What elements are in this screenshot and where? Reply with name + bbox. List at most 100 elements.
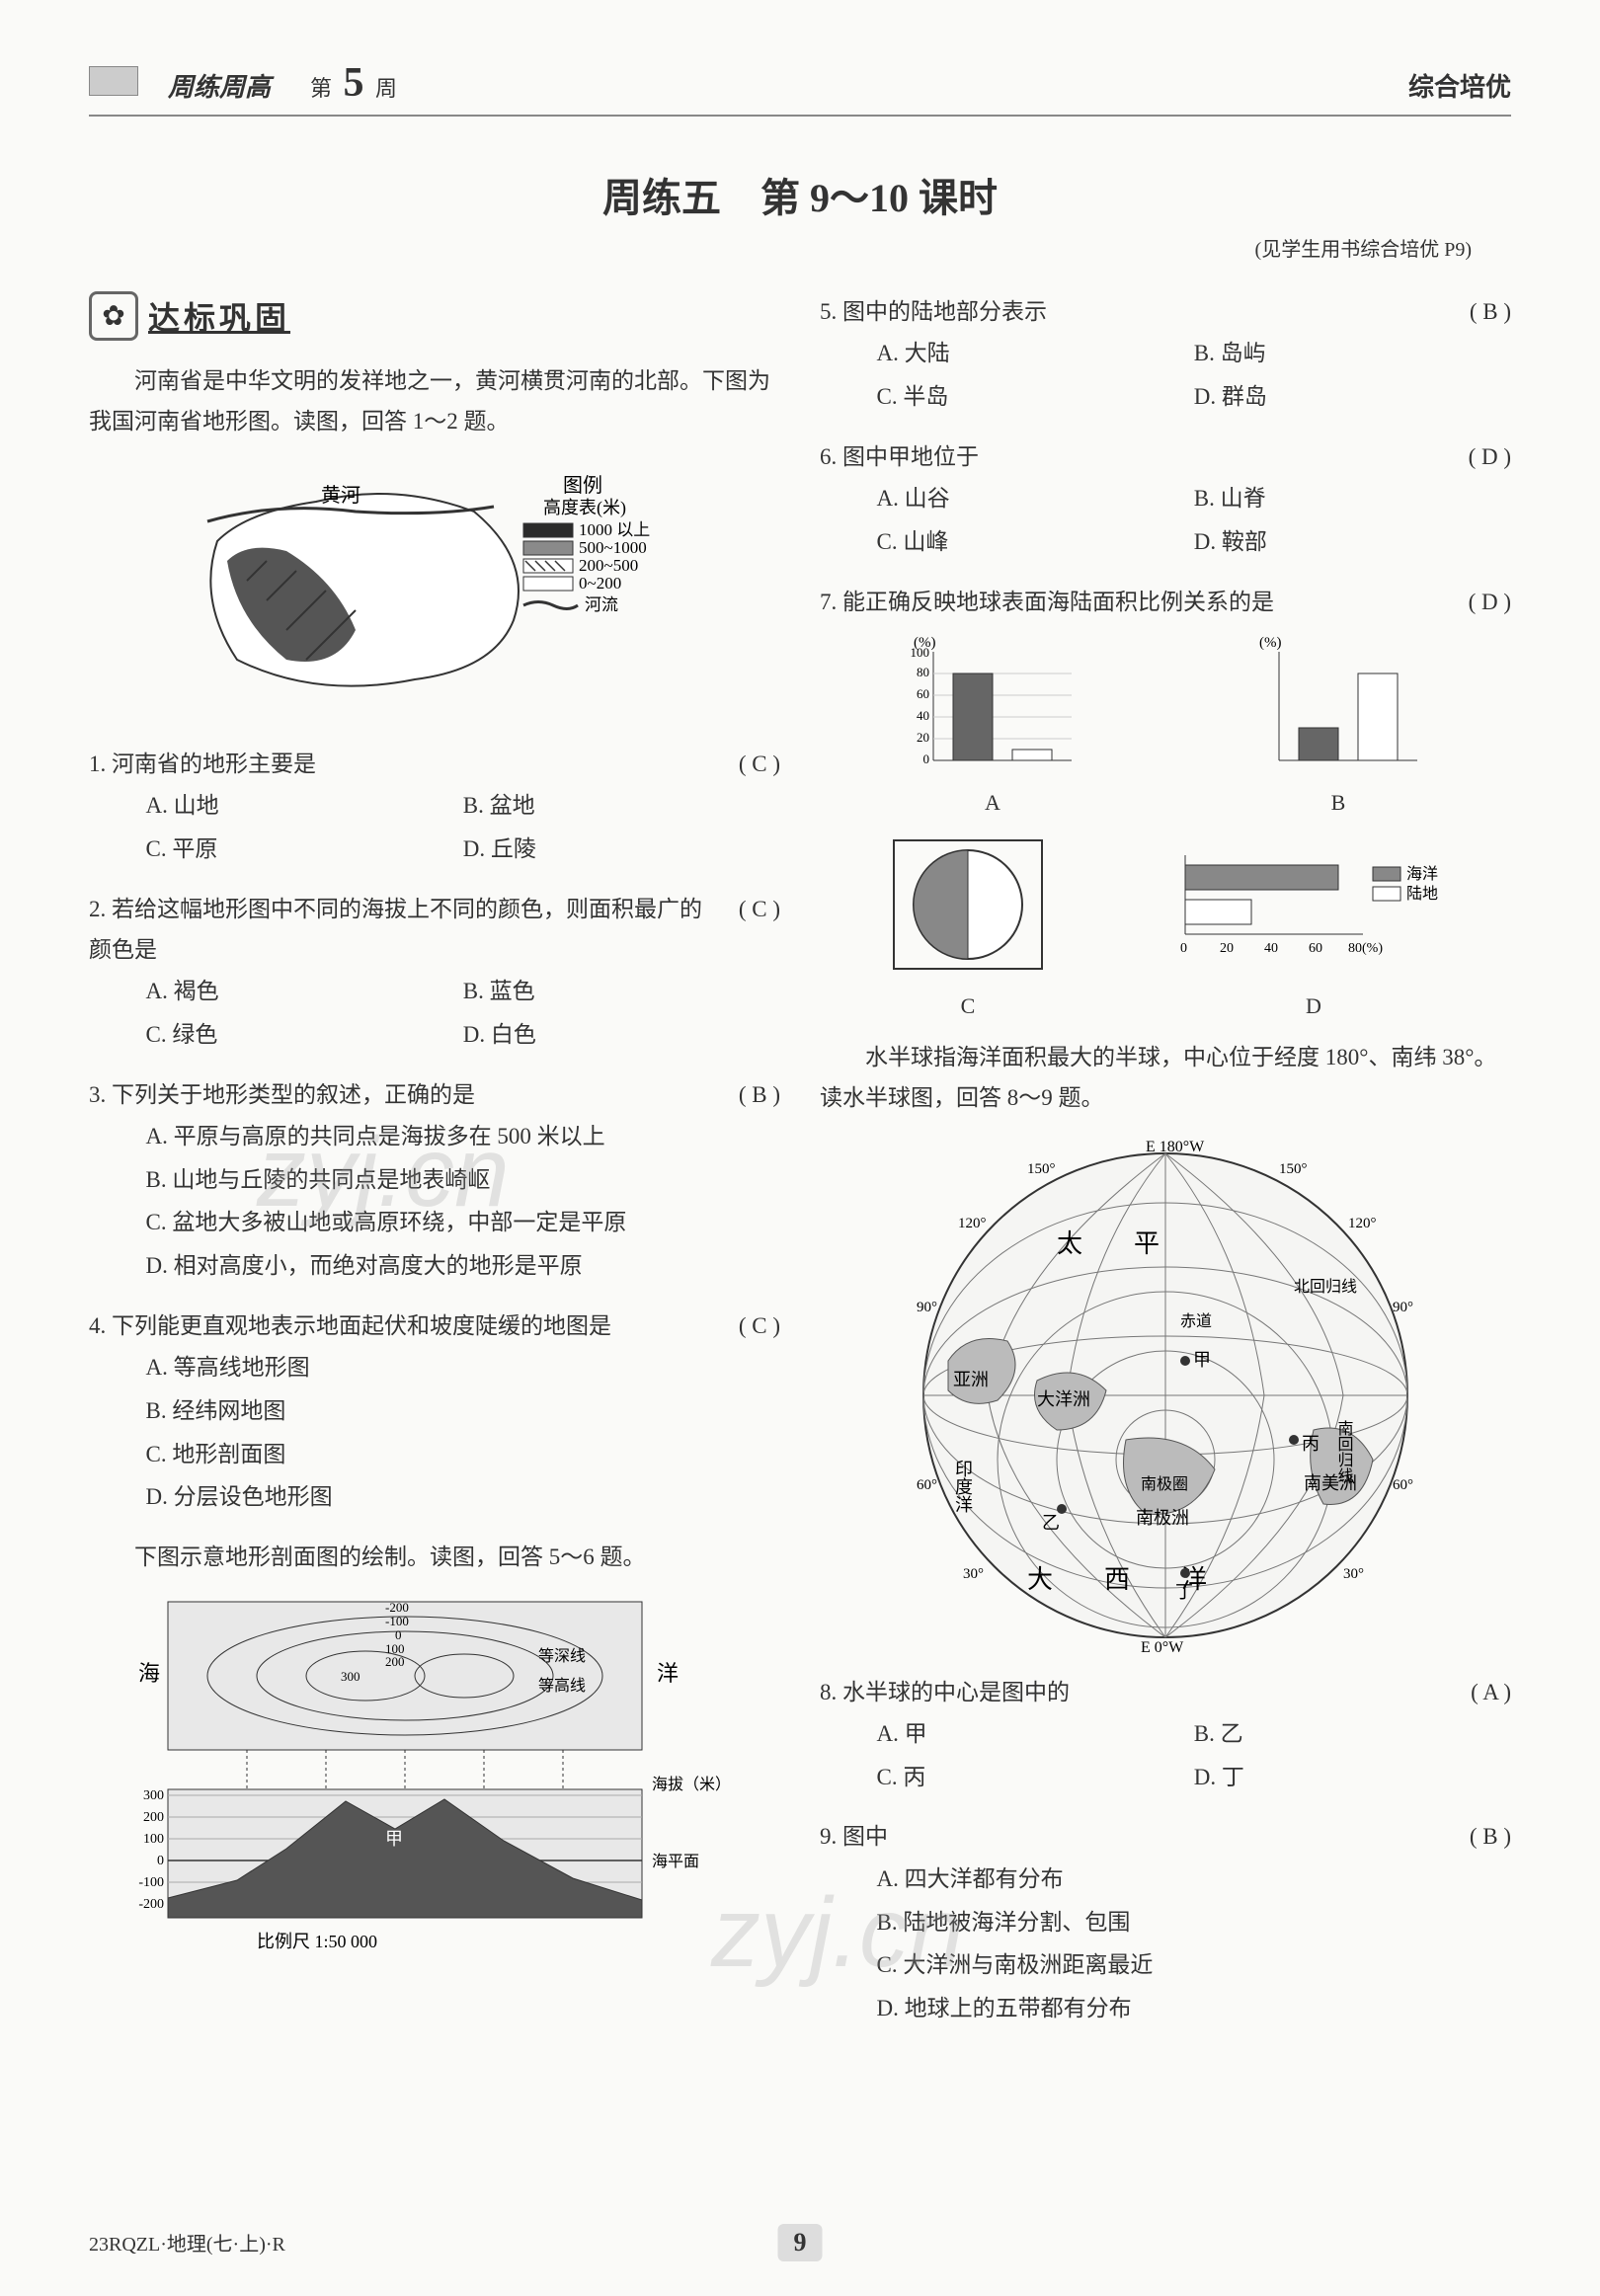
svg-text:北回归线: 北回归线 — [1294, 1278, 1357, 1296]
svg-text:60: 60 — [917, 686, 929, 701]
svg-text:150°: 150° — [1027, 1161, 1056, 1177]
svg-text:丁: 丁 — [1175, 1582, 1193, 1602]
svg-text:1000 以上: 1000 以上 — [579, 520, 650, 539]
week-label: 第 5 周 — [310, 59, 397, 107]
q1-opt-c: C. 平原 — [146, 828, 463, 871]
svg-text:亚洲: 亚洲 — [953, 1370, 989, 1389]
question-5: 5. 图中的陆地部分表示 ( B ) A. 大陆 B. 岛屿 C. 半岛 D. … — [820, 291, 1511, 419]
q7-label-a: A — [894, 790, 1091, 816]
q2-stem: 2. 若给这幅地形图中不同的海拔上不同的颜色，则面积最广的颜色是 — [89, 889, 719, 971]
svg-text:60°: 60° — [1393, 1477, 1413, 1493]
q8-answer: ( A ) — [1471, 1672, 1511, 1712]
q1-opt-d: D. 丘陵 — [463, 828, 780, 871]
svg-text:河流: 河流 — [585, 595, 618, 614]
svg-text:大洋洲: 大洋洲 — [1037, 1389, 1090, 1409]
q7-label-c: C — [869, 993, 1067, 1019]
book-icon — [89, 66, 138, 96]
q9-stem: 9. 图中 — [820, 1816, 1450, 1857]
svg-text:0: 0 — [157, 1854, 164, 1868]
svg-text:-100: -100 — [138, 1875, 164, 1890]
q2-answer: ( C ) — [739, 889, 780, 929]
q2-opt-c: C. 绿色 — [146, 1013, 463, 1057]
svg-text:60: 60 — [1309, 941, 1322, 956]
q7-label-d: D — [1165, 993, 1462, 1019]
q7-stem: 7. 能正确反映地球表面海陆面积比例关系的是 — [820, 582, 1449, 622]
svg-text:E 180°W: E 180°W — [1146, 1139, 1205, 1155]
main-title: 周练五 第 9～10 课时 — [89, 166, 1511, 223]
svg-text:丙: 丙 — [1302, 1434, 1320, 1454]
svg-text:40: 40 — [1264, 941, 1278, 956]
q6-opt-a: A. 山谷 — [877, 477, 1194, 520]
svg-text:100: 100 — [911, 645, 930, 660]
svg-text:90°: 90° — [1393, 1300, 1413, 1315]
svg-text:海平面: 海平面 — [652, 1853, 699, 1870]
svg-text:赤道: 赤道 — [1180, 1312, 1212, 1330]
intro-q1-2: 河南省是中华文明的发祥地之一，黄河横贯河南的北部。下图为我国河南省地形图。读图，… — [89, 360, 780, 442]
svg-text:南极洲: 南极洲 — [1136, 1508, 1189, 1528]
svg-text:30°: 30° — [963, 1566, 984, 1582]
q7-chart-a: (%) 02040 6080100 A — [894, 632, 1091, 816]
svg-text:20: 20 — [1220, 941, 1234, 956]
svg-text:南极圈: 南极圈 — [1141, 1475, 1188, 1493]
week-number: 5 — [344, 60, 364, 106]
question-9: 9. 图中 ( B ) A. 四大洋都有分布 B. 陆地被海洋分割、包围 C. … — [820, 1816, 1511, 2029]
svg-text:0: 0 — [1180, 941, 1187, 956]
svg-text:高度表(米): 高度表(米) — [543, 498, 626, 518]
q5-opt-d: D. 群岛 — [1194, 375, 1511, 419]
q4-opt-d: D. 分层设色地形图 — [146, 1475, 781, 1519]
henan-map-figure: 黄河 图例 高度表(米) 1000 以上 500~1000 200~500 0~… — [89, 462, 780, 719]
intro-q8-9: 水半球指海洋面积最大的半球，中心位于经度 180°、南纬 38°。读水半球图，回… — [820, 1037, 1511, 1119]
series-title: 周练周高 — [168, 67, 271, 104]
q1-stem: 1. 河南省的地形主要是 — [89, 744, 719, 784]
svg-text:陆地: 陆地 — [1406, 885, 1438, 903]
page-header: 周练周高 第 5 周 综合培优 — [89, 59, 1511, 117]
section-header: ✿ 达标巩固 — [89, 291, 780, 341]
svg-text:120°: 120° — [958, 1216, 987, 1231]
prompt-5-6: 下图示意地形剖面图的绘制。读图，回答 5～6 题。 — [89, 1537, 780, 1577]
q3-opt-a: A. 平原与高原的共同点是海拔多在 500 米以上 — [146, 1115, 781, 1158]
q2-opt-a: A. 褐色 — [146, 970, 463, 1013]
profile-figure: 海 洋 -200 -100 0 100 200 300 等深线 等高线 — [89, 1592, 780, 1962]
q2-opt-b: B. 蓝色 — [463, 970, 780, 1013]
svg-text:等高线: 等高线 — [538, 1677, 586, 1695]
q3-opt-c: C. 盆地大多被山地或高原环绕，中部一定是平原 — [146, 1201, 781, 1244]
svg-text:120°: 120° — [1348, 1216, 1377, 1231]
svg-text:0~200: 0~200 — [579, 574, 621, 593]
svg-text:30°: 30° — [1343, 1566, 1364, 1582]
svg-text:南美洲: 南美洲 — [1304, 1473, 1357, 1493]
q7-answer: ( D ) — [1469, 582, 1511, 622]
q9-opt-b: B. 陆地被海洋分割、包围 — [877, 1901, 1512, 1944]
svg-text:300: 300 — [341, 1669, 360, 1684]
svg-text:-200: -200 — [385, 1600, 409, 1615]
svg-text:-200: -200 — [138, 1897, 164, 1912]
q3-opt-b: B. 山地与丘陵的共同点是地表崎岖 — [146, 1158, 781, 1202]
week-prefix: 第 — [310, 76, 332, 101]
q6-answer: ( D ) — [1469, 436, 1511, 477]
svg-text:200~500: 200~500 — [579, 556, 638, 575]
svg-text:0: 0 — [923, 752, 930, 766]
q6-stem: 6. 图中甲地位于 — [820, 436, 1449, 477]
svg-text:60°: 60° — [917, 1477, 937, 1493]
q3-answer: ( B ) — [739, 1074, 780, 1115]
question-4: 4. 下列能更直观地表示地面起伏和坡度陡缓的地图是 ( C ) A. 等高线地形… — [89, 1306, 780, 1519]
q4-opt-c: C. 地形剖面图 — [146, 1433, 781, 1476]
svg-text:80(%): 80(%) — [1348, 941, 1383, 956]
svg-text:甲: 甲 — [1193, 1350, 1211, 1370]
svg-text:海洋: 海洋 — [1406, 865, 1438, 883]
q4-opt-b: B. 经纬网地图 — [146, 1389, 781, 1433]
q3-opt-d: D. 相对高度小，而绝对高度大的地形是平原 — [146, 1244, 781, 1288]
river-label: 黄河 — [321, 484, 360, 507]
week-suffix: 周 — [375, 76, 397, 101]
svg-text:80: 80 — [917, 665, 929, 679]
question-8: 8. 水半球的中心是图中的 ( A ) A. 甲 B. 乙 C. 丙 D. 丁 — [820, 1672, 1511, 1799]
q8-opt-a: A. 甲 — [877, 1712, 1194, 1756]
svg-text:200: 200 — [385, 1654, 405, 1669]
map-legend: 图例 高度表(米) 1000 以上 500~1000 200~500 0~200… — [523, 474, 650, 614]
svg-text:300: 300 — [143, 1788, 164, 1803]
q5-opt-c: C. 半岛 — [877, 375, 1194, 419]
svg-text:海: 海 — [138, 1661, 160, 1686]
q9-answer: ( B ) — [1470, 1816, 1511, 1857]
svg-text:0: 0 — [395, 1627, 402, 1642]
q8-opt-b: B. 乙 — [1194, 1712, 1511, 1756]
header-right-label: 综合培优 — [1408, 67, 1511, 104]
